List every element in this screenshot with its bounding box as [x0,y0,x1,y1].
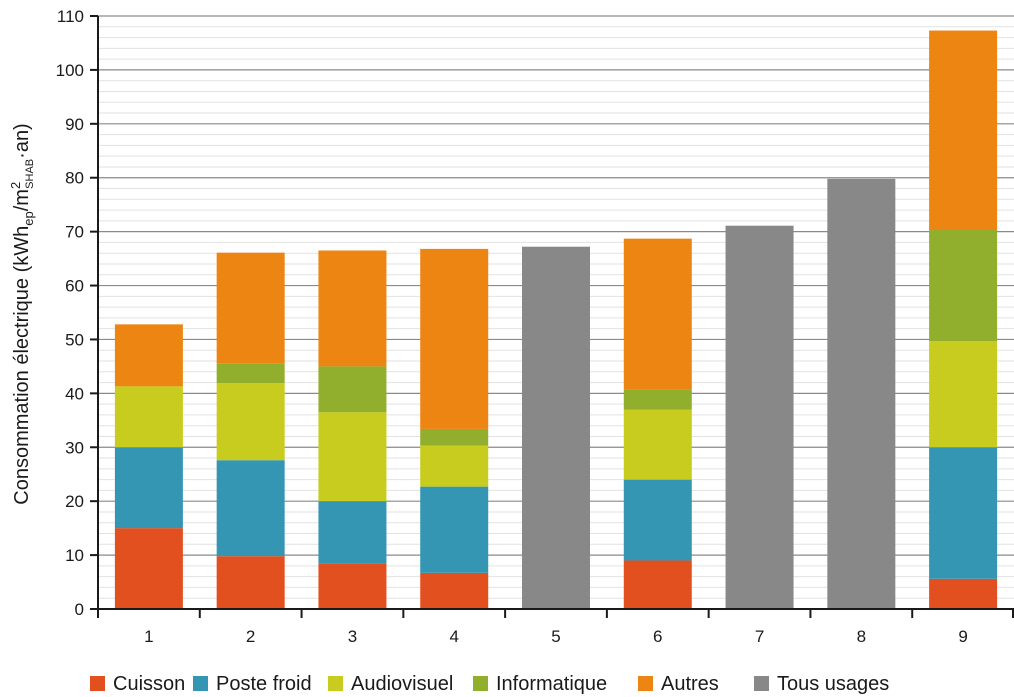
bar-segment-poste-froid-3 [318,501,387,564]
bar-segment-informatique-9 [929,230,998,342]
x-tick-label: 9 [958,627,967,646]
bar-segment-autres-6 [623,238,692,390]
bar-segment-autres-2 [216,252,285,364]
legend-item-informatique: Informatique [473,673,607,695]
bar-segment-informatique-2 [216,363,285,384]
x-tick-label: 1 [144,627,153,646]
y-tick-label: 50 [65,330,84,349]
legend-item-poste-froid: Poste froid [193,673,312,695]
bar-segment-autres-1 [114,324,183,387]
bar-segment-cuisson-3 [318,563,387,609]
x-tick-label: 2 [246,627,255,646]
x-tick-label: 7 [755,627,764,646]
bar-segment-cuisson-2 [216,556,285,609]
bar-segment-autres-4 [420,248,489,429]
x-tick-label: 8 [857,627,866,646]
y-tick-labels: 0 10 20 30 40 50 60 70 80 90 100 110 [56,7,84,619]
x-tick-labels: 1 2 3 4 5 6 7 8 9 [144,627,968,646]
legend-label: Tous usages [777,673,889,695]
y-tick-label: 30 [65,438,84,457]
legend-label: Autres [661,673,719,695]
bar-segment-informatique-3 [318,366,387,413]
legend-swatch [90,676,105,691]
bar-segment-informatique-4 [420,428,489,446]
x-tick-label: 5 [551,627,560,646]
bar-segment-poste-froid-2 [216,460,285,557]
y-axis-label: Consommation électrique (kWhep/m2SHAB·an… [8,123,36,504]
legend-item-autres: Autres [638,673,719,695]
legend-swatch [754,676,769,691]
y-tick-label: 10 [65,546,84,565]
x-tick-label: 4 [449,627,458,646]
axes [90,15,1014,618]
legend-swatch [473,676,488,691]
legend-label: Informatique [496,673,607,695]
bar-segment-audiovisuel-6 [623,409,692,480]
bar-segment-cuisson-6 [623,560,692,609]
y-tick-label: 20 [65,492,84,511]
bar-segment-cuisson-1 [114,528,183,609]
bar-segment-poste-froid-6 [623,479,692,561]
bar-segment-poste-froid-9 [929,447,998,579]
legend: Cuisson Poste froid Audiovisuel Informatiqu… [90,673,889,695]
bars [114,30,998,610]
bar-segment-audiovisuel-2 [216,383,285,461]
bar-segment-informatique-6 [623,389,692,410]
y-tick-label: 60 [65,277,84,296]
legend-item-audiovisuel: Audiovisuel [328,673,453,695]
bar-segment-cuisson-9 [929,578,998,609]
bar-segment-audiovisuel-4 [420,445,489,487]
y-tick-label: 70 [65,223,84,242]
legend-item-tous-usages: Tous usages [754,673,889,695]
y-tick-label: 100 [56,61,84,80]
y-tick-label: 90 [65,115,84,134]
y-tick-label: 80 [65,169,84,188]
legend-label: Poste froid [216,673,312,695]
bar-segment-audiovisuel-9 [929,341,998,448]
bar-segment-cuisson-4 [420,572,489,609]
x-tick-label: 6 [653,627,662,646]
bar-segment-audiovisuel-1 [114,386,183,448]
x-tick-label: 3 [348,627,357,646]
bar-segment-tous-usages-7 [725,225,794,609]
bar-segment-autres-3 [318,250,387,367]
y-tick-label: 110 [57,7,84,26]
legend-label: Cuisson [113,673,185,695]
bar-segment-audiovisuel-3 [318,412,387,502]
y-tick-label: 40 [65,384,84,403]
legend-swatch [328,676,343,691]
bar-segment-tous-usages-5 [522,246,590,610]
legend-item-cuisson: Cuisson [90,673,185,695]
bar-segment-autres-9 [929,30,998,231]
bar-segment-poste-froid-1 [114,447,183,529]
legend-label: Audiovisuel [351,673,453,695]
y-tick-label: 0 [75,600,84,619]
legend-swatch [193,676,208,691]
legend-swatch [638,676,653,691]
bar-segment-tous-usages-8 [827,178,896,609]
bar-segment-poste-froid-4 [420,486,489,573]
